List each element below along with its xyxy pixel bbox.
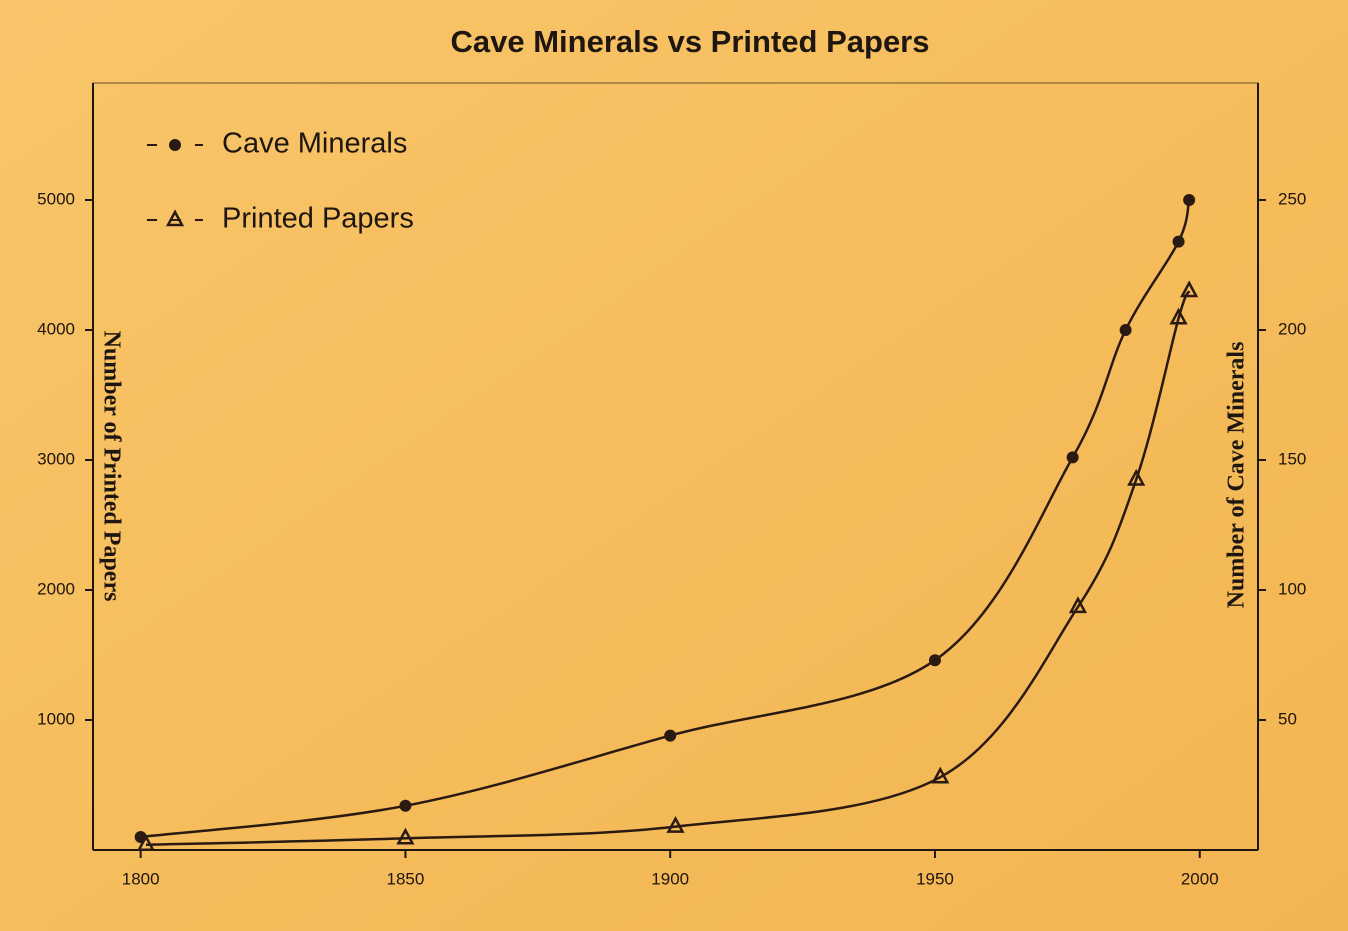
x-tick-label: 1800 <box>122 869 160 888</box>
x-tick-label: 1950 <box>916 869 954 888</box>
point <box>1119 324 1132 336</box>
point <box>1068 596 1088 614</box>
y-tick-label: 3000 <box>37 449 75 468</box>
y2-tick-label: 50 <box>1278 709 1297 728</box>
y-tick-label: 2000 <box>37 579 75 598</box>
point <box>1127 468 1146 486</box>
point <box>399 799 412 812</box>
x-tick-label: 2000 <box>1181 869 1219 888</box>
point <box>1066 451 1079 464</box>
legend-marker <box>169 139 181 151</box>
y2-tick-label: 150 <box>1278 449 1306 468</box>
legend-label: Printed Papers <box>222 203 414 235</box>
point <box>1169 307 1188 325</box>
point <box>396 827 415 845</box>
y2-tick-label: 100 <box>1278 579 1306 598</box>
y-tick-label: 1000 <box>37 709 75 728</box>
x-tick-label: 1850 <box>387 869 425 888</box>
y-tick-label: 4000 <box>37 319 75 338</box>
y2-axis-label: Number of Cave Minerals <box>1224 342 1250 609</box>
chart-title: Cave Minerals vs Printed Papers <box>450 24 929 59</box>
point <box>1172 235 1185 248</box>
point <box>666 815 685 833</box>
x-tick-label: 1900 <box>651 869 689 888</box>
y-tick-label: 5000 <box>37 189 75 208</box>
legend-marker <box>165 209 185 227</box>
legend-label: Cave Minerals <box>222 128 407 160</box>
y2-tick-label: 200 <box>1278 319 1306 338</box>
series-line <box>145 290 1191 847</box>
point <box>664 729 677 742</box>
point <box>931 766 950 784</box>
point <box>1183 194 1196 206</box>
point <box>136 834 156 852</box>
point <box>928 654 941 667</box>
y-axis-label: Number of Printed Papers <box>98 331 124 602</box>
y2-tick-label: 250 <box>1278 189 1306 208</box>
point <box>1180 280 1199 298</box>
